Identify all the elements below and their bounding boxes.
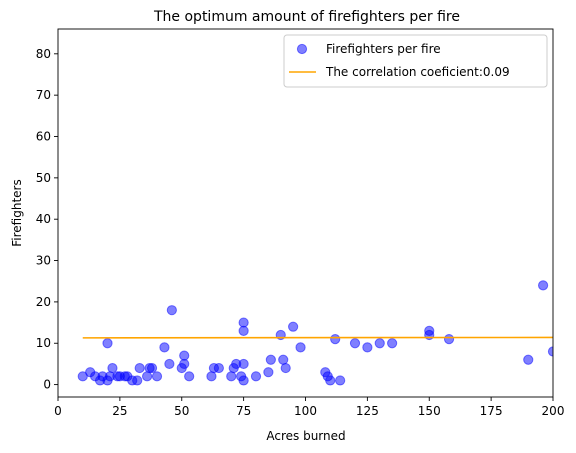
scatter-point (206, 371, 217, 382)
y-tick-label: 40 (36, 212, 51, 226)
x-tick-label: 175 (480, 404, 503, 418)
scatter-point (238, 358, 249, 370)
y-tick-label: 0 (43, 378, 51, 392)
legend-label: Firefighters per fire (326, 42, 441, 56)
x-tick-label: 50 (174, 404, 189, 418)
scatter-point (349, 338, 361, 349)
scatter-point (134, 362, 145, 374)
x-tick-label: 100 (294, 404, 317, 418)
scatter-point (146, 362, 158, 374)
x-tick-label: 0 (54, 404, 62, 418)
scatter-point (263, 367, 274, 378)
legend: Firefighters per fire The correlation coe… (283, 34, 548, 88)
y-tick-label: 60 (36, 130, 51, 144)
data-marks (77, 280, 553, 386)
y-tick-label: 10 (36, 336, 51, 350)
scatter-point (179, 350, 190, 361)
scatter-point (335, 375, 346, 386)
x-tick-label: 150 (418, 404, 441, 418)
scatter-point (330, 334, 341, 345)
scatter-point (280, 362, 291, 374)
scatter-point (132, 375, 143, 386)
scatter-point (213, 362, 224, 374)
x-tick-label: 75 (236, 404, 251, 418)
scatter-point (166, 305, 177, 316)
x-axis: 0 25 50 75 100 125 150 175 200 (54, 397, 564, 418)
scatter-point (547, 346, 553, 357)
scatter-point (523, 354, 534, 365)
scatter-point (226, 371, 237, 382)
y-tick-label: 80 (36, 47, 51, 61)
chart-title: The optimum amount of firefighters per f… (153, 9, 460, 25)
scatter-point (107, 362, 118, 374)
scatter-point (424, 325, 435, 336)
legend-label: The correlation coeficient:0.09 (325, 65, 510, 79)
scatter-point (443, 334, 455, 345)
scatter-point (295, 342, 306, 353)
scatter-point (250, 371, 262, 382)
scatter-point (238, 375, 249, 386)
scatter-point (159, 342, 170, 353)
legend-marker-scatter (296, 43, 308, 55)
scatter-point (142, 371, 153, 382)
scatter-point (184, 371, 195, 382)
y-axis-label: Firefighters (10, 179, 24, 246)
x-tick-label: 200 (542, 404, 565, 418)
scatter-point (362, 342, 373, 353)
scatter-point (265, 354, 276, 365)
x-tick-label: 25 (112, 404, 127, 418)
x-tick-label: 125 (356, 404, 379, 418)
scatter-point (538, 280, 549, 291)
y-axis: 0 10 20 30 40 50 60 70 80 (36, 47, 58, 392)
scatter-point (238, 317, 249, 328)
scatter-point (164, 358, 175, 370)
y-tick-label: 20 (36, 295, 51, 309)
scatter-point (102, 338, 113, 349)
x-axis-label: Acres burned (266, 429, 345, 443)
y-tick-label: 70 (36, 88, 51, 102)
scatter-point (151, 371, 163, 382)
legend-box (283, 34, 548, 88)
scatter-point (387, 338, 398, 349)
scatter-point (325, 375, 336, 386)
plot-area (77, 280, 553, 386)
y-tick-label: 30 (36, 254, 51, 268)
y-tick-label: 50 (36, 171, 51, 185)
scatter-point (288, 321, 299, 332)
scatter-point (278, 354, 289, 365)
scatter-point (374, 338, 385, 349)
